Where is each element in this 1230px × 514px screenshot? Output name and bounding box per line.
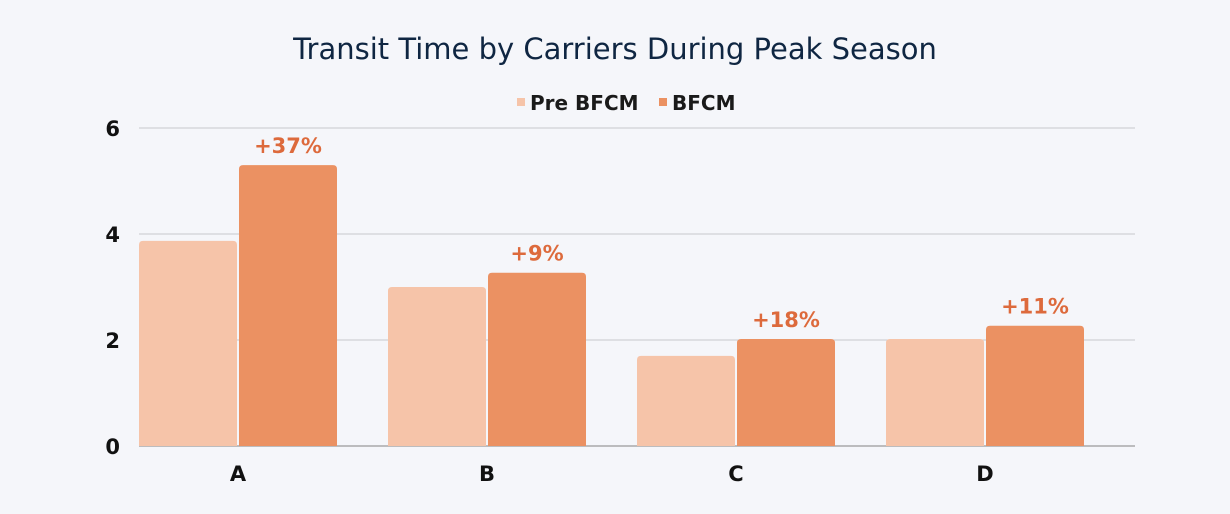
y-tick-label-4: 4 (105, 223, 120, 247)
x-tick-label-c: C (728, 462, 743, 486)
x-axis-ticks: A B C D (230, 462, 994, 486)
bar-bfcm-d (986, 325, 1084, 446)
bar-bfcm-c (737, 338, 835, 446)
change-label-a: +37% (254, 134, 322, 158)
bar-pre-bfcm-b (388, 287, 486, 446)
change-label-b: +9% (510, 242, 563, 266)
bar-pre-bfcm-d (886, 338, 984, 446)
bars (139, 165, 1084, 446)
legend-swatch-bfcm (659, 98, 667, 106)
y-axis-ticks: 0 2 4 6 (105, 117, 120, 459)
x-tick-label-d: D (976, 462, 993, 486)
bar-bfcm-a (239, 165, 337, 446)
chart-title: Transit Time by Carriers During Peak Sea… (292, 32, 937, 66)
x-tick-label-a: A (230, 462, 247, 486)
change-label-c: +18% (752, 308, 820, 332)
bar-pre-bfcm-a (139, 240, 237, 446)
y-tick-label-2: 2 (105, 329, 120, 353)
bar-bfcm-b (488, 272, 586, 446)
legend-label-bfcm: BFCM (672, 91, 736, 115)
legend: Pre BFCM BFCM (517, 91, 736, 115)
x-tick-label-b: B (479, 462, 495, 486)
legend-label-pre-bfcm: Pre BFCM (530, 91, 639, 115)
y-tick-label-0: 0 (105, 435, 120, 459)
legend-swatch-pre-bfcm (517, 98, 525, 106)
bar-pre-bfcm-c (637, 355, 735, 446)
y-tick-label-6: 6 (105, 117, 120, 141)
change-label-d: +11% (1001, 295, 1069, 319)
annotations: +37% +9% +18% +11% (254, 134, 1069, 332)
